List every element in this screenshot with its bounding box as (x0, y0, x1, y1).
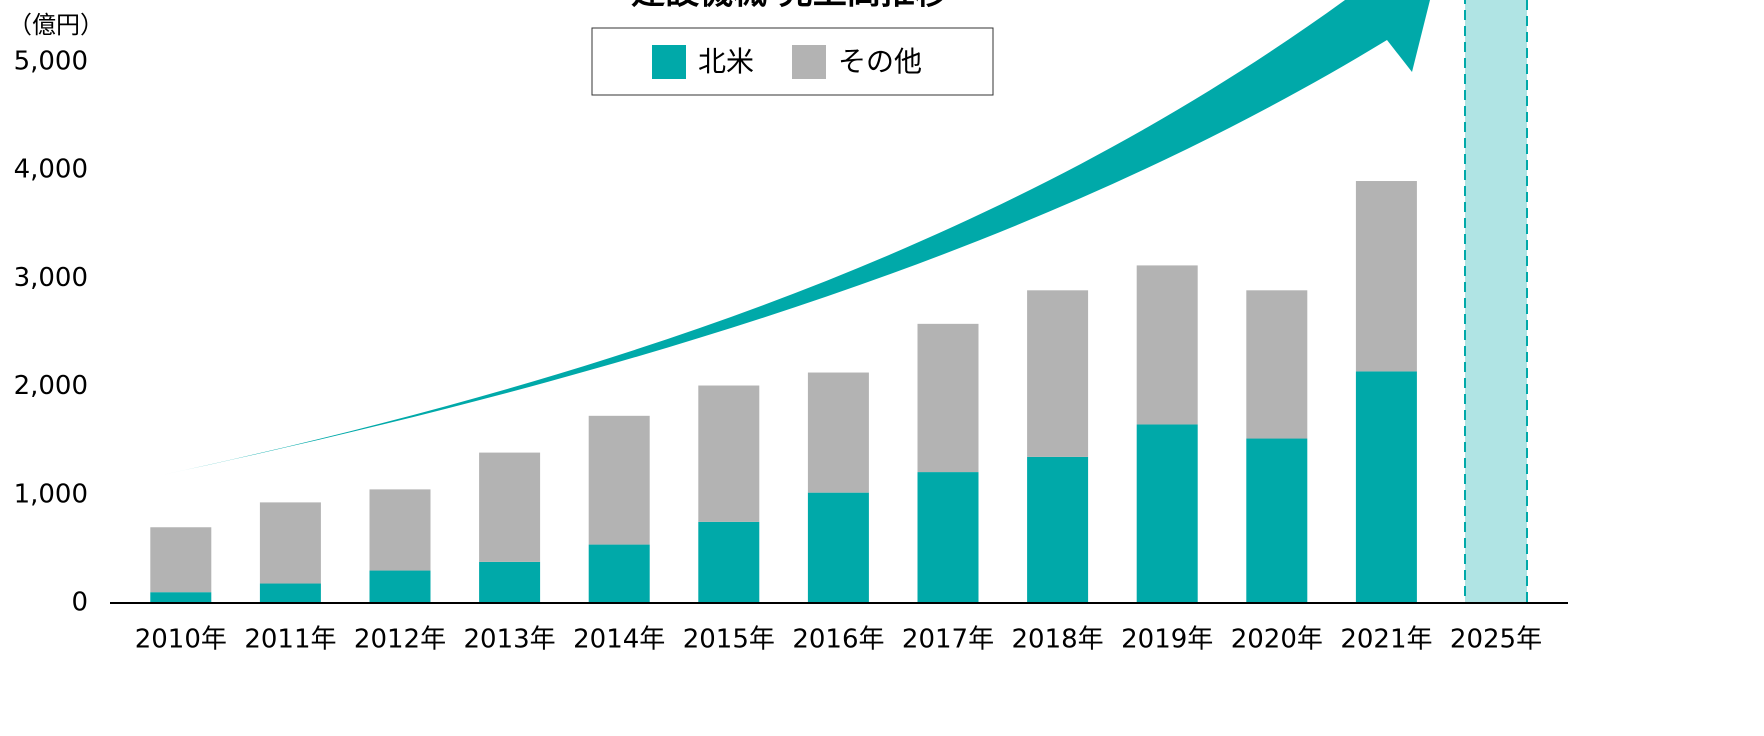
bar-segment (1136, 424, 1198, 603)
x-tick-label: 2013年 (464, 625, 556, 655)
chart-title: 建設機械 売上高推移 (631, 0, 949, 13)
bar-segment (1027, 290, 1089, 457)
bar-segment (588, 415, 650, 545)
growth-arrow (162, 0, 1430, 475)
bar-segment (1355, 371, 1417, 603)
bar-segment (917, 323, 979, 473)
x-tick-label: 2020年 (1231, 625, 1323, 655)
x-tick-label: 2012年 (354, 625, 446, 655)
bar-segment (150, 527, 212, 593)
bar-segment (588, 544, 650, 603)
y-tick-label: 3,000 (14, 263, 88, 293)
x-tick-label: 2015年 (683, 625, 775, 655)
x-tick-label: 2010年 (135, 625, 227, 655)
bar-segment (1136, 265, 1198, 425)
y-tick-label: 0 (71, 588, 88, 618)
bar-segment (150, 592, 212, 603)
legend-label: その他 (838, 45, 922, 78)
y-tick-label: 5,000 (14, 47, 88, 77)
forecast-box (1464, 0, 1528, 604)
bar-segment (369, 570, 431, 603)
x-tick-label: 2017年 (902, 625, 994, 655)
bar-segment (807, 372, 869, 493)
x-tick-label: 2016年 (792, 625, 884, 655)
x-tick-label: 2014年 (573, 625, 665, 655)
bar-segment (917, 472, 979, 603)
x-tick-label: 2025年 (1450, 625, 1542, 655)
bar-segment (369, 489, 431, 571)
bar-segment (479, 452, 541, 562)
bar-segment (807, 492, 869, 603)
legend-swatch (792, 45, 826, 79)
x-tick-label: 2011年 (244, 625, 336, 655)
x-tick-label: 2021年 (1340, 625, 1432, 655)
x-tick-label: 2018年 (1012, 625, 1104, 655)
bar-segment (1246, 438, 1308, 603)
bar-segment (1027, 456, 1089, 603)
bar-segment (1246, 290, 1308, 439)
legend-swatch (652, 45, 686, 79)
bar-segment (479, 561, 541, 603)
bar-segment (698, 385, 760, 522)
bar-segment (1355, 181, 1417, 372)
y-tick-label: 4,000 (14, 155, 88, 185)
y-unit: （億円） (8, 11, 104, 39)
bar-segment (259, 502, 321, 584)
x-tick-label: 2019年 (1121, 625, 1213, 655)
y-tick-label: 2,000 (14, 371, 88, 401)
legend-label: 北米 (698, 45, 754, 78)
bar-segment (259, 583, 321, 603)
y-tick-label: 1,000 (14, 479, 88, 509)
bar-segment (698, 521, 760, 603)
